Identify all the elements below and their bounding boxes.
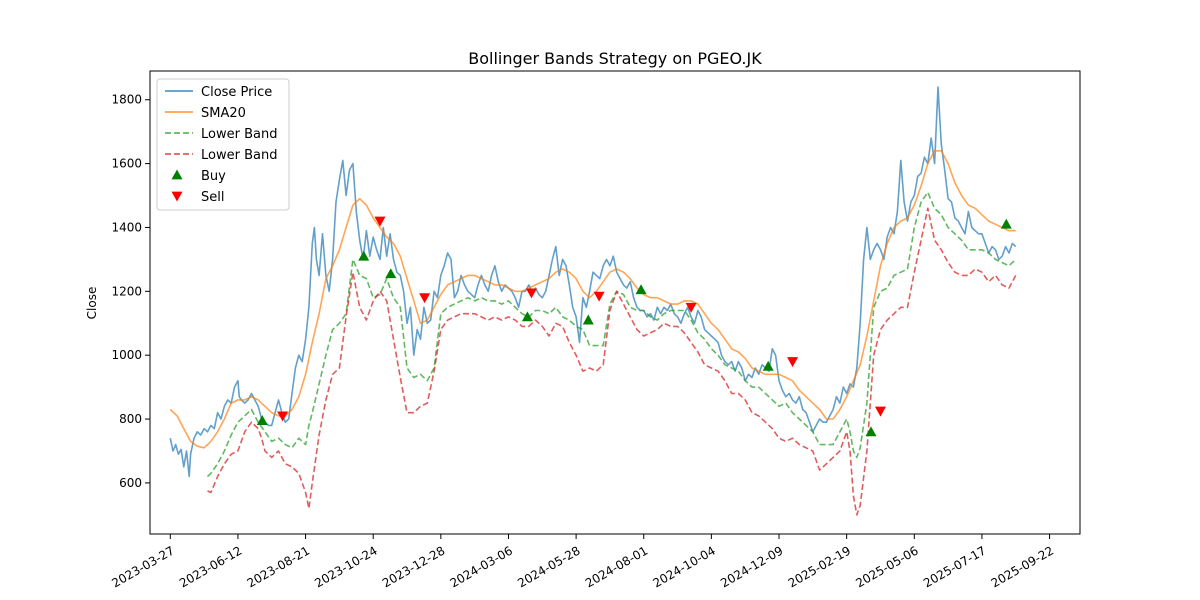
x-tick-label-12: 2025-07-17 bbox=[921, 543, 988, 590]
sell-marker-0 bbox=[277, 411, 289, 422]
plot-lines bbox=[169, 86, 1017, 516]
x-tick-label-2: 2023-08-21 bbox=[245, 543, 312, 590]
buy-marker-6 bbox=[762, 360, 774, 371]
x-tick-label-1: 2023-06-12 bbox=[177, 543, 244, 590]
buy-marker-2 bbox=[385, 268, 397, 279]
legend: Close Price SMA20 Lower Band Lower Band Buy S… bbox=[156, 78, 290, 211]
buy-marker-0 bbox=[256, 415, 268, 426]
y-tick-label-5: 1600 bbox=[111, 157, 142, 171]
legend-swatch-5 bbox=[171, 191, 183, 202]
y-tick-label-3: 1200 bbox=[111, 284, 142, 298]
sell-marker-4 bbox=[593, 291, 605, 302]
plot-frame bbox=[149, 70, 1081, 535]
y-tick-label-4: 1400 bbox=[111, 220, 142, 234]
x-tick-label-5: 2024-03-06 bbox=[448, 543, 515, 590]
y-axis-ticks: 600 800 1000 1200 1400 1600 1800 bbox=[111, 93, 150, 490]
y-axis-label: Close bbox=[85, 287, 99, 320]
legend-label-0: Close Price bbox=[201, 85, 272, 100]
x-tick-label-3: 2023-10-24 bbox=[312, 543, 379, 590]
buy-marker-8 bbox=[1000, 218, 1012, 229]
series-line-1 bbox=[169, 150, 1016, 449]
x-tick-label-8: 2024-10-04 bbox=[650, 543, 717, 590]
sell-marker-1 bbox=[374, 216, 386, 227]
sell-marker-5 bbox=[685, 302, 697, 313]
buy-marker-4 bbox=[582, 314, 594, 325]
x-tick-label-9: 2024-12-09 bbox=[718, 543, 785, 590]
legend-label-3: Lower Band bbox=[201, 148, 277, 163]
sell-marker-6 bbox=[787, 357, 799, 368]
x-tick-label-13: 2025-09-22 bbox=[989, 543, 1056, 590]
buy-marker-5 bbox=[635, 284, 647, 295]
buy-marker-1 bbox=[358, 250, 370, 261]
x-tick-label-10: 2025-02-19 bbox=[786, 543, 853, 590]
signal-markers bbox=[256, 216, 1012, 437]
x-tick-label-0: 2023-03-27 bbox=[109, 543, 176, 590]
x-tick-label-6: 2024-05-28 bbox=[515, 543, 582, 590]
chart-title: Bollinger Bands Strategy on PGEO.JK bbox=[468, 49, 762, 68]
legend-label-2: Lower Band bbox=[201, 127, 277, 142]
x-tick-label-11: 2025-05-06 bbox=[853, 543, 920, 590]
legend-label-1: SMA20 bbox=[201, 106, 246, 121]
sell-marker-3 bbox=[525, 288, 537, 299]
legend-label-5: Sell bbox=[201, 190, 224, 205]
buy-marker-7 bbox=[865, 426, 877, 437]
series-line-2 bbox=[206, 191, 1017, 478]
buy-marker-3 bbox=[521, 311, 533, 322]
y-tick-label-2: 1000 bbox=[111, 348, 142, 362]
sell-marker-2 bbox=[419, 293, 431, 304]
x-tick-label-4: 2023-12-28 bbox=[380, 543, 447, 590]
x-axis-ticks: 2023-03-27 2023-06-12 2023-08-21 2023-10-24… bbox=[109, 534, 1056, 590]
series-line-3 bbox=[207, 207, 1017, 516]
y-tick-label-6: 1800 bbox=[111, 93, 142, 107]
y-tick-label-1: 800 bbox=[119, 412, 142, 426]
x-tick-label-7: 2024-08-01 bbox=[583, 543, 650, 590]
y-tick-label-0: 600 bbox=[119, 476, 142, 490]
series-line-0 bbox=[169, 86, 1017, 478]
legend-swatch-4 bbox=[171, 169, 183, 180]
sell-marker-7 bbox=[874, 406, 886, 417]
legend-label-4: Buy bbox=[201, 169, 226, 184]
